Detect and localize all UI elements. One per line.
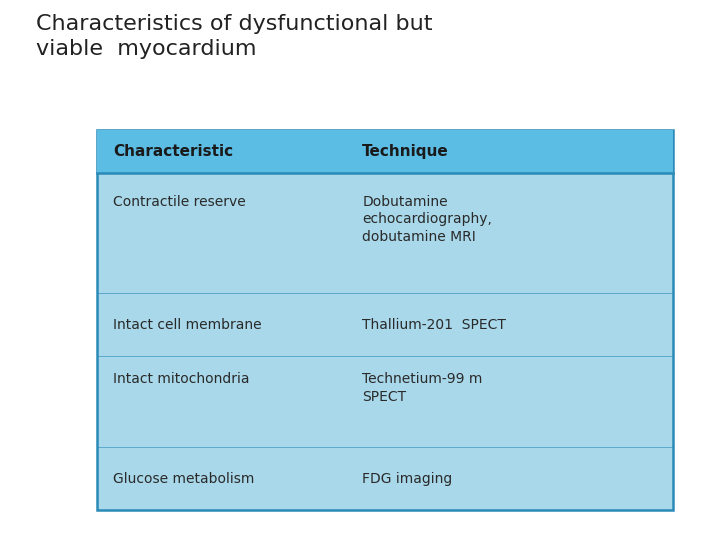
Text: FDG imaging: FDG imaging <box>362 472 452 486</box>
Text: Dobutamine
echocardiography,
dobutamine MRI: Dobutamine echocardiography, dobutamine … <box>362 195 492 244</box>
Text: Glucose metabolism: Glucose metabolism <box>113 472 254 486</box>
FancyBboxPatch shape <box>97 130 673 173</box>
Text: Contractile reserve: Contractile reserve <box>113 195 246 209</box>
Text: Technetium-99 m
SPECT: Technetium-99 m SPECT <box>362 373 482 404</box>
Text: Technique: Technique <box>362 144 449 159</box>
Text: Characteristic: Characteristic <box>113 144 233 159</box>
Text: Characteristics of dysfunctional but
viable  myocardium: Characteristics of dysfunctional but via… <box>36 14 433 59</box>
Text: Thallium-201  SPECT: Thallium-201 SPECT <box>362 318 506 332</box>
FancyBboxPatch shape <box>97 130 673 510</box>
Text: Intact cell membrane: Intact cell membrane <box>113 318 261 332</box>
Text: Intact mitochondria: Intact mitochondria <box>113 373 250 387</box>
